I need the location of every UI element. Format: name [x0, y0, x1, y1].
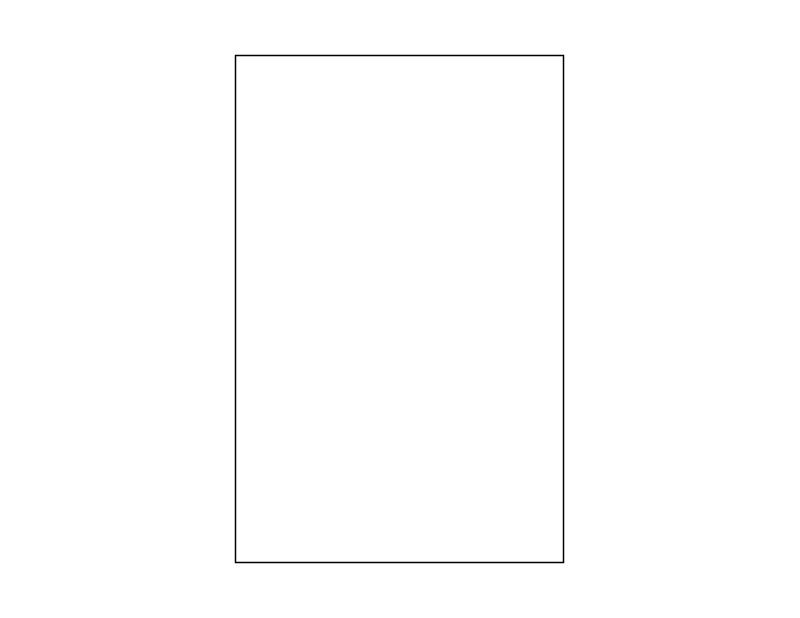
vertical-velocity-field: [235, 55, 564, 563]
map-plot-area: [234, 54, 565, 564]
map-overlay: [234, 54, 565, 564]
map-frame: [234, 54, 565, 564]
